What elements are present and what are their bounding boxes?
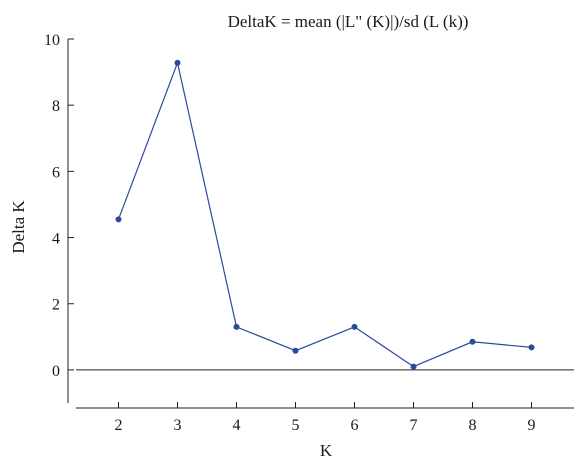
series-group (115, 59, 535, 370)
x-tick-label: 2 (115, 417, 123, 434)
y-tick-label: 4 (52, 231, 60, 248)
x-axis: 2 3 4 5 6 7 8 9 (76, 402, 574, 434)
x-tick-label: 8 (469, 417, 477, 434)
x-tick-label: 6 (351, 417, 359, 434)
series-line (117, 60, 532, 368)
x-tick-label: 3 (174, 417, 182, 434)
x-tick-label: 5 (292, 417, 300, 434)
y-tick-label: 0 (52, 363, 60, 380)
x-tick-label: 9 (528, 417, 536, 434)
data-point (410, 363, 417, 370)
chart-title: DeltaK = mean (|L" (K)|)/sd (L (k)) (228, 12, 469, 31)
data-point (174, 59, 181, 66)
x-axis-label: K (320, 441, 333, 460)
data-point (351, 323, 358, 330)
y-tick-label: 6 (52, 164, 60, 181)
y-tick-label: 8 (52, 98, 60, 115)
y-tick-label: 2 (52, 297, 60, 314)
y-axis-label: Delta K (9, 200, 28, 254)
data-point (115, 216, 122, 223)
data-point (233, 323, 240, 330)
data-point (528, 344, 535, 351)
data-point (292, 347, 299, 354)
x-tick-label: 4 (233, 417, 241, 434)
y-tick-label: 10 (44, 32, 60, 49)
y-axis: 0 2 4 6 8 10 (44, 32, 74, 403)
x-tick-label: 7 (410, 417, 418, 434)
data-point (469, 338, 476, 345)
